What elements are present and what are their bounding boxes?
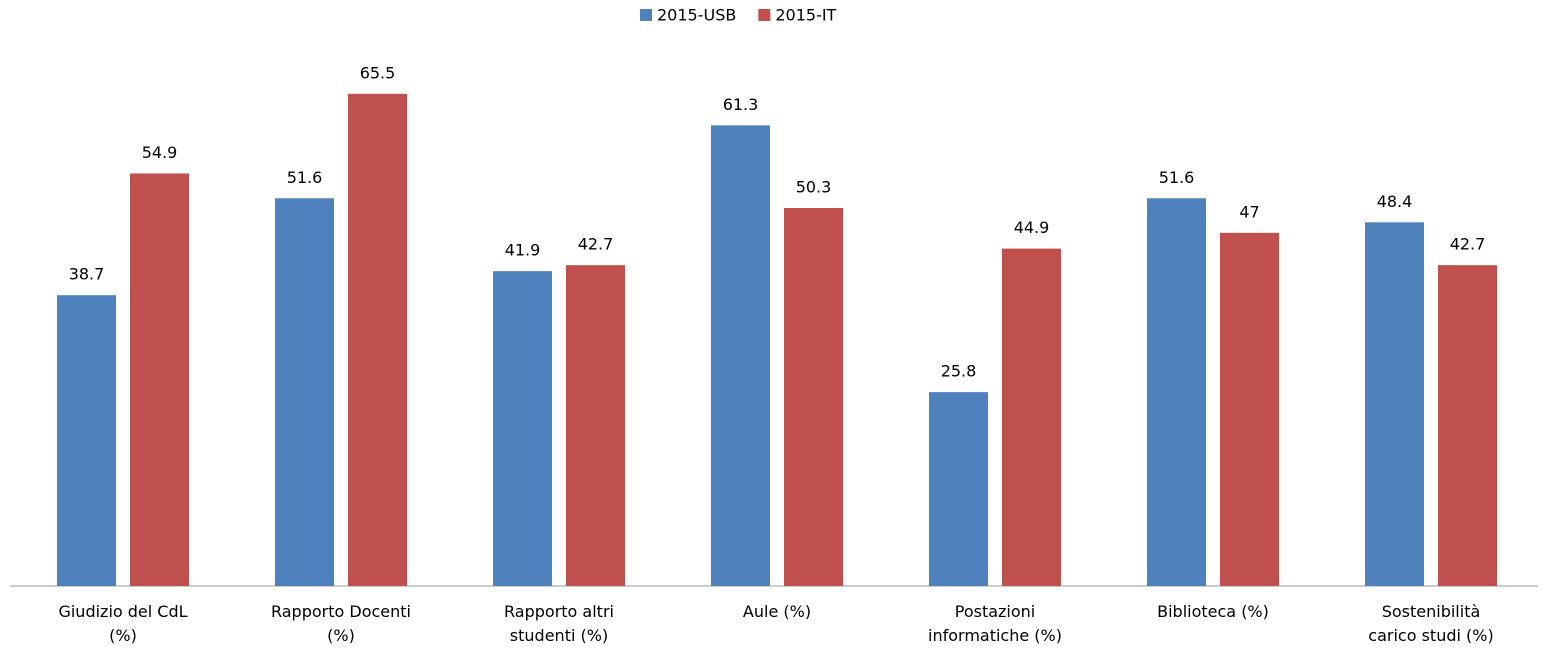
bar	[1220, 232, 1279, 587]
data-label: 54.9	[142, 143, 178, 162]
bar	[711, 125, 770, 587]
data-label: 50.3	[796, 178, 832, 197]
data-label: 61.3	[723, 95, 759, 114]
bar	[566, 265, 625, 586]
legend-swatch	[758, 9, 771, 21]
legend-label: 2015-IT	[775, 6, 836, 25]
data-label: 47	[1239, 202, 1259, 221]
bar	[493, 271, 552, 586]
data-label: 42.7	[1450, 235, 1486, 254]
x-tick-label: Biblioteca (%)	[1157, 602, 1269, 621]
data-label: 51.6	[1159, 168, 1195, 187]
bar	[348, 93, 407, 587]
data-label: 41.9	[505, 241, 541, 260]
x-tick-label: Rapporto Docenti (%)	[270, 602, 411, 645]
data-label: 38.7	[69, 265, 105, 284]
bar	[1002, 248, 1061, 586]
x-tick-label: Postazioni informatiche (%)	[928, 602, 1062, 645]
data-label: 51.6	[287, 168, 323, 187]
legend-swatch	[640, 9, 652, 21]
bar	[784, 208, 843, 586]
bar	[57, 295, 116, 586]
data-label: 48.4	[1377, 192, 1413, 211]
x-tick-label: Sostenibilità carico studi (%)	[1368, 602, 1494, 645]
x-tick-label: Aule (%)	[742, 602, 812, 621]
bar	[1365, 222, 1424, 586]
data-label: 65.5	[360, 63, 396, 82]
bar	[1438, 265, 1497, 586]
x-tick-label: Giudizio del CdL (%)	[58, 602, 188, 645]
bar	[1147, 198, 1206, 586]
data-label: 42.7	[578, 235, 614, 254]
legend-label: 2015-USB	[657, 6, 736, 25]
bar	[275, 198, 334, 586]
bar	[130, 173, 189, 587]
bar	[929, 392, 988, 586]
x-tick-label: Rapporto altri studenti (%)	[504, 602, 614, 645]
data-label: 25.8	[941, 362, 977, 381]
data-label: 44.9	[1014, 218, 1050, 237]
